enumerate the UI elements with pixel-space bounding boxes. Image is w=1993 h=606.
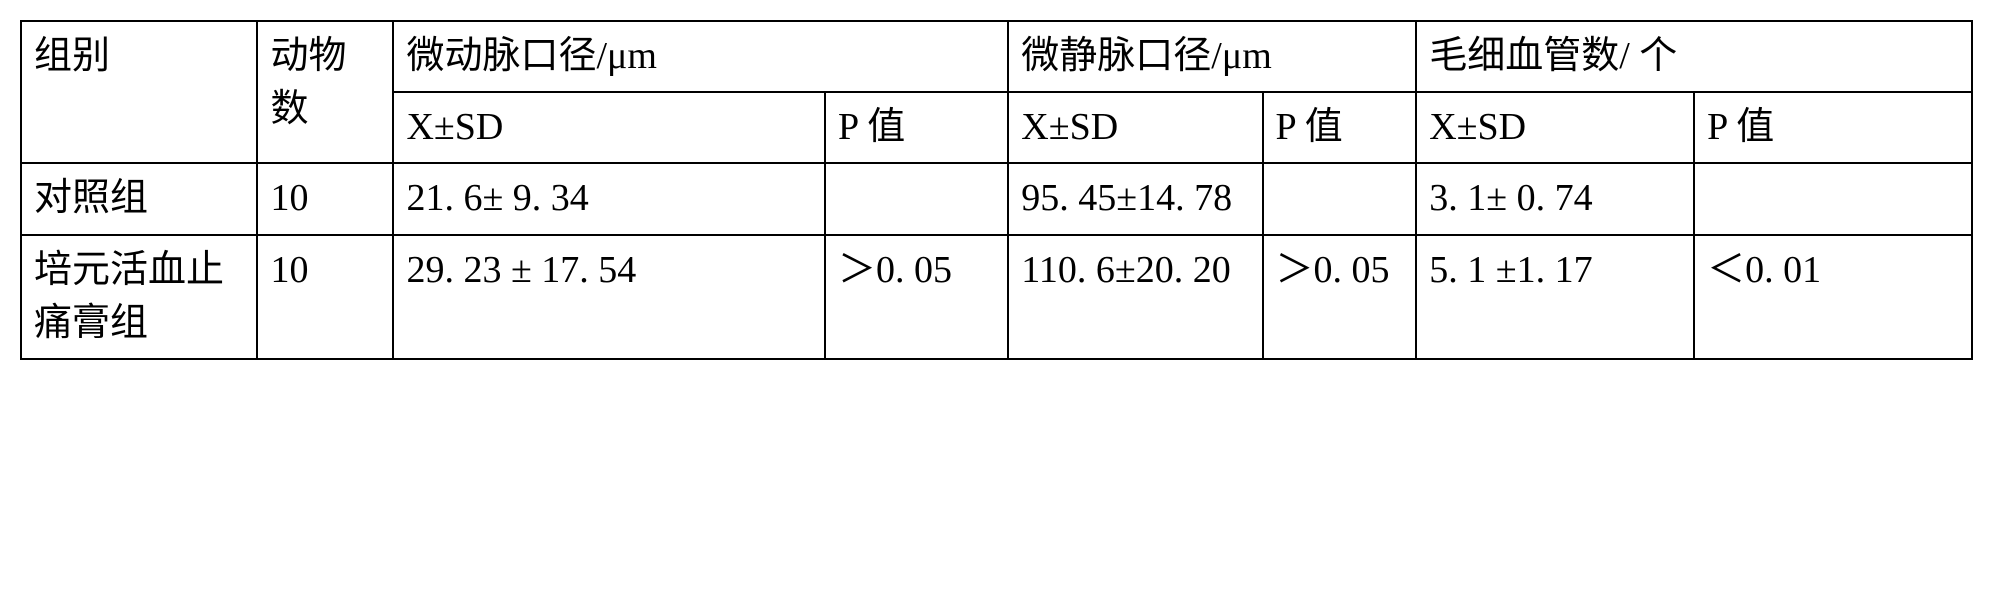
cell-group: 培元活血止痛膏组 — [21, 235, 257, 359]
header-venule: 微静脉口径/μm — [1008, 21, 1416, 92]
cell-venule-p — [1263, 163, 1417, 234]
header-arteriole-xsd: X±SD — [393, 92, 825, 163]
table-row: 培元活血止痛膏组 10 29. 23 ± 17. 54 ＞0. 05 110. … — [21, 235, 1972, 359]
data-table: 组别 动物数 微动脉口径/μm 微静脉口径/μm 毛细血管数/ 个 X±SD P… — [20, 20, 1973, 360]
cell-animal-count: 10 — [257, 163, 393, 234]
cell-group: 对照组 — [21, 163, 257, 234]
cell-capillary-xsd: 5. 1 ±1. 17 — [1416, 235, 1694, 359]
cell-venule-xsd: 110. 6±20. 20 — [1008, 235, 1262, 359]
header-venule-p: P 值 — [1263, 92, 1417, 163]
cell-arteriole-xsd: 29. 23 ± 17. 54 — [393, 235, 825, 359]
header-capillary-xsd: X±SD — [1416, 92, 1694, 163]
cell-capillary-xsd: 3. 1± 0. 74 — [1416, 163, 1694, 234]
cell-arteriole-xsd: 21. 6± 9. 34 — [393, 163, 825, 234]
cell-capillary-p — [1694, 163, 1972, 234]
header-venule-xsd: X±SD — [1008, 92, 1262, 163]
header-arteriole-p: P 值 — [825, 92, 1008, 163]
cell-arteriole-p: ＞0. 05 — [825, 235, 1008, 359]
header-capillary: 毛细血管数/ 个 — [1416, 21, 1972, 92]
cell-animal-count: 10 — [257, 235, 393, 359]
cell-venule-p: ＞0. 05 — [1263, 235, 1417, 359]
cell-venule-xsd: 95. 45±14. 78 — [1008, 163, 1262, 234]
header-capillary-p: P 值 — [1694, 92, 1972, 163]
header-animal-count: 动物数 — [257, 21, 393, 163]
cell-capillary-p: ＜0. 01 — [1694, 235, 1972, 359]
header-row-1: 组别 动物数 微动脉口径/μm 微静脉口径/μm 毛细血管数/ 个 — [21, 21, 1972, 92]
table-row: 对照组 10 21. 6± 9. 34 95. 45±14. 78 3. 1± … — [21, 163, 1972, 234]
header-arteriole: 微动脉口径/μm — [393, 21, 1008, 92]
cell-arteriole-p — [825, 163, 1008, 234]
header-group: 组别 — [21, 21, 257, 163]
